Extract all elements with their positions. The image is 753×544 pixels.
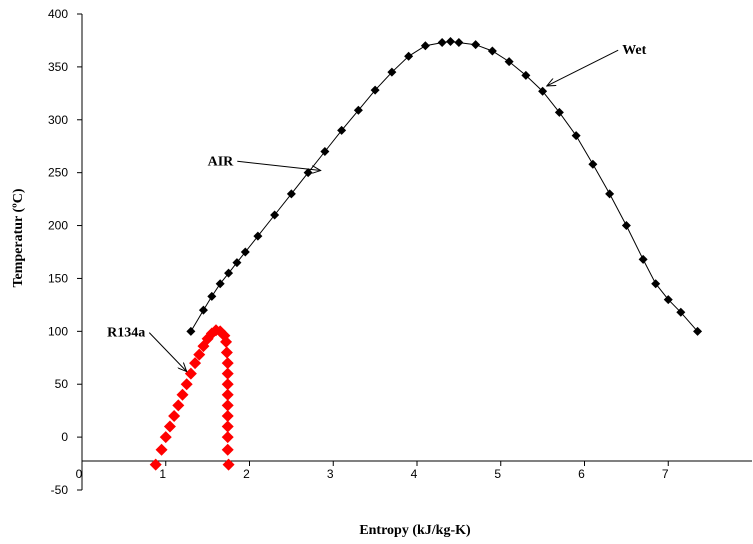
data-point [198, 305, 208, 315]
data-point [676, 307, 686, 317]
data-point [221, 399, 234, 412]
data-point [538, 86, 548, 96]
data-point [303, 168, 313, 178]
data-point [437, 38, 447, 48]
data-point [186, 326, 196, 336]
y-tick-label: 300 [48, 113, 68, 127]
data-point [149, 458, 162, 471]
data-point [521, 70, 531, 80]
data-point [253, 231, 263, 241]
x-tick-label: 3 [327, 467, 334, 481]
annotation-arrow [237, 160, 320, 170]
y-tick-label: 200 [48, 219, 68, 233]
series-1 [149, 324, 235, 471]
y-axis-title: Temperatur (ºC) [11, 188, 26, 287]
y-tick-label: 350 [48, 60, 68, 74]
data-point [221, 409, 234, 422]
data-point [221, 431, 234, 444]
data-point [221, 443, 234, 456]
data-point [454, 38, 464, 48]
data-point [621, 221, 631, 231]
data-point [337, 125, 347, 135]
data-point [693, 326, 703, 336]
data-point [163, 420, 176, 433]
data-point [215, 279, 225, 289]
data-point [159, 431, 172, 444]
annotation-layer: Wet AIR R134a [107, 43, 647, 371]
data-point [168, 409, 181, 422]
data-point [221, 378, 234, 391]
y-ticks: -50 0 50 100 150 200 250 300 350 400 [48, 7, 82, 497]
data-point [404, 51, 414, 61]
y-tick-label: 250 [48, 166, 68, 180]
x-tick-label: 5 [494, 467, 501, 481]
annotation-arrow [148, 332, 186, 372]
data-point [320, 147, 330, 157]
x-tick-label: 4 [411, 467, 418, 481]
data-point [286, 189, 296, 199]
data-point [180, 378, 193, 391]
y-tick-label: 400 [48, 7, 68, 21]
annotation-arrow [547, 49, 619, 86]
x-axis-title: Entropy (kJ/kg-K) [359, 523, 471, 538]
y-tick-label: 150 [48, 271, 68, 285]
data-point [651, 279, 661, 289]
data-point [605, 189, 615, 199]
data-point [571, 131, 581, 141]
data-point [353, 105, 363, 115]
data-point [207, 291, 217, 301]
data-point [222, 458, 235, 471]
y-tick-label: 100 [48, 324, 68, 338]
x-tick-label: 6 [578, 467, 585, 481]
data-point [240, 247, 250, 257]
data-point [184, 367, 197, 380]
data-point [221, 367, 234, 380]
annotation-label: AIR [208, 154, 235, 169]
y-tick-label: 0 [61, 430, 68, 444]
data-point [638, 254, 648, 264]
data-point [176, 388, 189, 401]
x-ticks: 0 1 2 3 4 5 6 7 [76, 461, 669, 481]
data-point [221, 388, 234, 401]
data-point [554, 107, 564, 117]
annotation-label: Wet [622, 43, 646, 58]
data-point [221, 420, 234, 433]
x-tick-label: 2 [243, 467, 250, 481]
axes [81, 14, 752, 490]
y-tick-label: 50 [55, 377, 69, 391]
data-point [155, 443, 168, 456]
series-layer [149, 37, 703, 471]
data-point [193, 348, 206, 361]
series-line [190, 40, 698, 332]
data-point [221, 357, 234, 370]
y-tick-label: -50 [51, 483, 69, 497]
data-point [172, 399, 185, 412]
series-0 [186, 37, 703, 336]
data-point [446, 37, 455, 47]
data-point [370, 85, 380, 95]
data-point [224, 268, 234, 278]
data-point [420, 41, 430, 51]
data-point [232, 258, 242, 268]
data-point [220, 346, 233, 359]
annotation-label: R134a [107, 326, 145, 341]
data-point [471, 40, 481, 50]
data-point [487, 46, 497, 56]
x-tick-label: 7 [662, 467, 669, 481]
x-tick-label: 0 [76, 467, 83, 481]
data-point [220, 335, 233, 348]
data-point [387, 67, 397, 77]
x-tick-label: 1 [159, 467, 166, 481]
data-point [663, 295, 673, 305]
data-point [189, 357, 202, 370]
data-point [504, 57, 514, 67]
data-point [588, 159, 598, 169]
data-point [270, 210, 280, 220]
